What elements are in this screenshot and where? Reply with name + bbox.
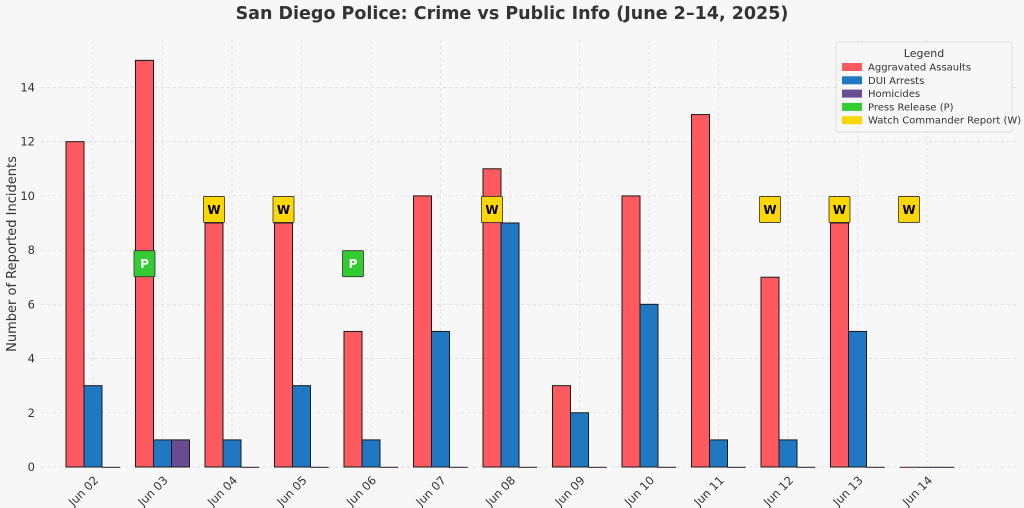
- bar-homicides: [310, 466, 329, 468]
- marker-label: P: [140, 257, 149, 271]
- marker-w: [203, 196, 225, 223]
- bar-aggravated-assaults: [413, 195, 432, 468]
- x-tick-label: Jun 03: [134, 473, 170, 508]
- bar-aggravated-assaults: [65, 141, 85, 468]
- bar-aggravated-assaults: [274, 222, 293, 468]
- x-tick-label: Jun 10: [621, 473, 657, 508]
- bar-dui-arrests: [153, 439, 172, 468]
- x-tick-label: Jun 14: [899, 473, 935, 508]
- legend-swatch: [842, 76, 862, 85]
- bar-aggravated-assaults: [343, 330, 363, 468]
- legend-entry: Homicides: [868, 89, 920, 100]
- bar-homicides: [796, 466, 816, 468]
- y-axis-label: Number of Reported Incidents: [5, 156, 20, 352]
- x-tick-label: Jun 05: [273, 473, 309, 508]
- marker-label: W: [833, 203, 846, 217]
- bar-homicides: [588, 466, 607, 468]
- marker-label: W: [485, 203, 498, 217]
- legend-swatch: [842, 102, 862, 111]
- chart-title: San Diego Police: Crime vs Public Info (…: [235, 4, 789, 24]
- bar-dui-arrests: [222, 439, 242, 468]
- bar-homicides: [101, 466, 121, 468]
- bar-homicides: [935, 466, 955, 468]
- legend-swatch: [842, 116, 862, 125]
- y-tick-label: 8: [28, 243, 35, 257]
- bar-dui-arrests: [778, 439, 798, 468]
- y-tick-label: 14: [20, 80, 35, 94]
- legend: Legend Aggravated Assaults DUI Arrests Hom…: [835, 41, 1021, 133]
- legend-swatch: [842, 63, 862, 71]
- marker-label: W: [207, 203, 220, 217]
- bar-dui-arrests: [83, 385, 103, 468]
- marker-label: W: [763, 203, 776, 217]
- marker-w: [828, 196, 851, 223]
- bar-dui-arrests: [361, 439, 381, 468]
- bar-aggravated-assaults: [204, 222, 224, 468]
- bar-aggravated-assaults: [621, 195, 641, 468]
- marker-w: [759, 196, 781, 223]
- legend-entry: DUI Arrests: [868, 76, 924, 87]
- bar-dui-arrests: [431, 330, 450, 468]
- marker-p: [133, 250, 156, 278]
- y-tick-label: 6: [28, 297, 35, 311]
- x-tick-label: Jun 04: [204, 473, 240, 508]
- markers-layer: P W W P W W W W: [133, 196, 920, 278]
- x-tick-label: Jun 13: [829, 473, 865, 508]
- legend-swatch: [842, 89, 862, 98]
- legend-entry: Aggravated Assaults: [868, 63, 971, 74]
- bar-dui-arrests: [500, 222, 520, 468]
- x-tick-label: Jun 08: [482, 473, 518, 508]
- x-tick-label: Jun 07: [412, 473, 448, 508]
- marker-w: [898, 196, 920, 223]
- bar-homicides: [379, 466, 399, 468]
- marker-w: [481, 196, 503, 223]
- x-tick-label: Jun 02: [65, 473, 101, 508]
- y-tick-label: 10: [20, 189, 35, 203]
- bar-dui-arrests: [709, 439, 728, 468]
- x-tick-label: Jun 11: [690, 473, 726, 508]
- bar-homicides: [866, 466, 885, 468]
- bar-homicides: [171, 439, 190, 468]
- bar-homicides: [449, 466, 468, 468]
- bar-dui-arrests: [917, 466, 937, 468]
- bar-homicides: [518, 466, 538, 468]
- legend-box: [835, 41, 1013, 133]
- x-tick-label: Jun 09: [551, 473, 587, 508]
- bar-dui-arrests: [848, 330, 867, 468]
- marker-label: W: [277, 203, 290, 217]
- marker-w: [272, 196, 295, 223]
- bar-aggravated-assaults: [899, 466, 919, 468]
- legend-entry: Watch Commander Report (W): [868, 116, 1021, 127]
- x-tick-label: Jun 12: [760, 473, 796, 508]
- marker-label: W: [902, 203, 915, 217]
- bar-homicides: [240, 466, 260, 468]
- bar-aggravated-assaults: [691, 114, 710, 468]
- marker-p: [342, 250, 364, 278]
- bar-aggravated-assaults: [760, 276, 780, 468]
- bar-aggravated-assaults: [830, 222, 849, 468]
- bar-homicides: [657, 466, 677, 468]
- x-tick-label: Jun 06: [343, 473, 379, 508]
- y-tick-label: 0: [28, 460, 35, 474]
- y-tick-label: 2: [28, 406, 35, 420]
- legend-title: Legend: [904, 47, 944, 60]
- y-tick-label: 4: [28, 352, 35, 366]
- bar-dui-arrests: [570, 412, 589, 468]
- bar-dui-arrests: [639, 303, 659, 468]
- bars-layer: [65, 59, 955, 468]
- bar-dui-arrests: [292, 385, 311, 468]
- marker-label: P: [349, 257, 358, 271]
- legend-entry: Press Release (P): [868, 102, 954, 113]
- bar-homicides: [727, 466, 746, 468]
- y-tick-label: 12: [20, 135, 35, 149]
- bar-aggravated-assaults: [552, 385, 571, 468]
